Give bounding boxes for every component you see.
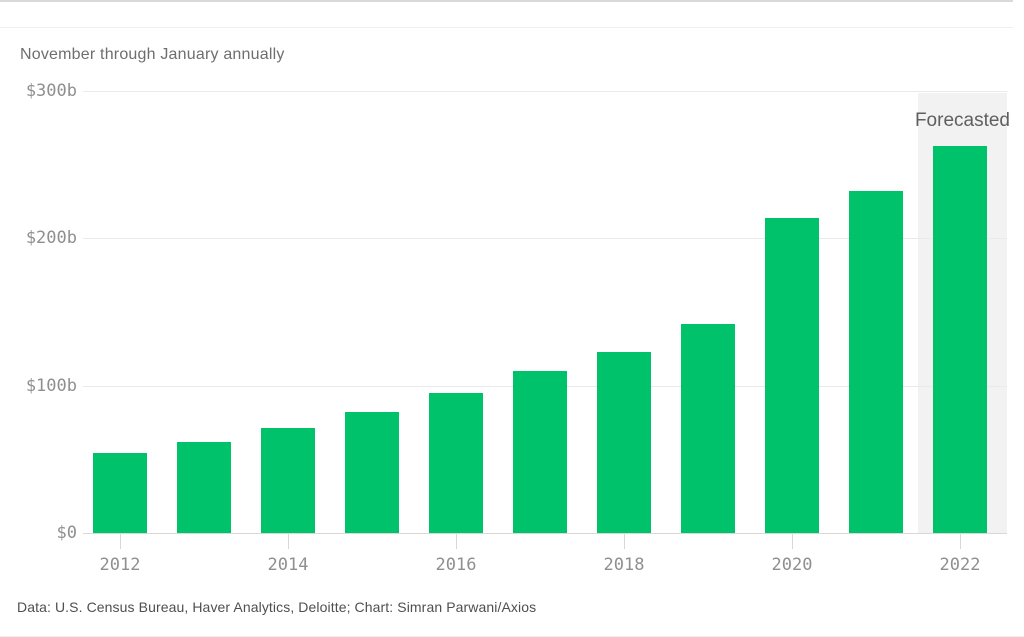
bar-2014 xyxy=(261,428,315,533)
bar-2017 xyxy=(513,370,567,533)
x-tick-mark xyxy=(624,534,625,549)
bar-2019 xyxy=(681,323,735,533)
x-tick-label: 2020 xyxy=(771,555,813,575)
y-tick-label: $0 xyxy=(56,523,77,543)
bar-2021 xyxy=(849,191,903,533)
x-tick-label: 2016 xyxy=(435,555,477,575)
bar-2015 xyxy=(345,412,399,533)
forecast-annotation: Forecasted xyxy=(914,110,1010,131)
x-axis-line xyxy=(83,533,1007,534)
bar-2020 xyxy=(765,217,819,533)
bar-2022 xyxy=(933,145,987,533)
header-divider xyxy=(0,27,1013,28)
bar-2016 xyxy=(429,393,483,533)
bar-2018 xyxy=(597,351,651,533)
y-tick-label: $200b xyxy=(25,228,77,248)
source-credit: Data: U.S. Census Bureau, Haver Analytic… xyxy=(17,599,537,615)
x-tick-mark xyxy=(456,534,457,549)
x-tick-label: 2014 xyxy=(267,555,309,575)
chart-subtitle: November through January annually xyxy=(20,46,285,63)
x-tick-mark xyxy=(792,534,793,549)
x-tick-label: 2022 xyxy=(939,555,981,575)
x-tick-mark xyxy=(288,534,289,549)
x-tick-label: 2018 xyxy=(603,555,645,575)
x-tick-mark xyxy=(120,534,121,549)
y-tick-label: $100b xyxy=(25,376,77,396)
y-tick-label: $300b xyxy=(25,81,77,101)
gridline-200b xyxy=(83,238,1007,239)
bar-2013 xyxy=(177,441,231,533)
bar-2012 xyxy=(93,453,147,533)
top-border xyxy=(0,0,1013,2)
x-tick-label: 2012 xyxy=(99,555,141,575)
x-tick-mark xyxy=(960,534,961,549)
gridline-300b xyxy=(83,91,1007,92)
